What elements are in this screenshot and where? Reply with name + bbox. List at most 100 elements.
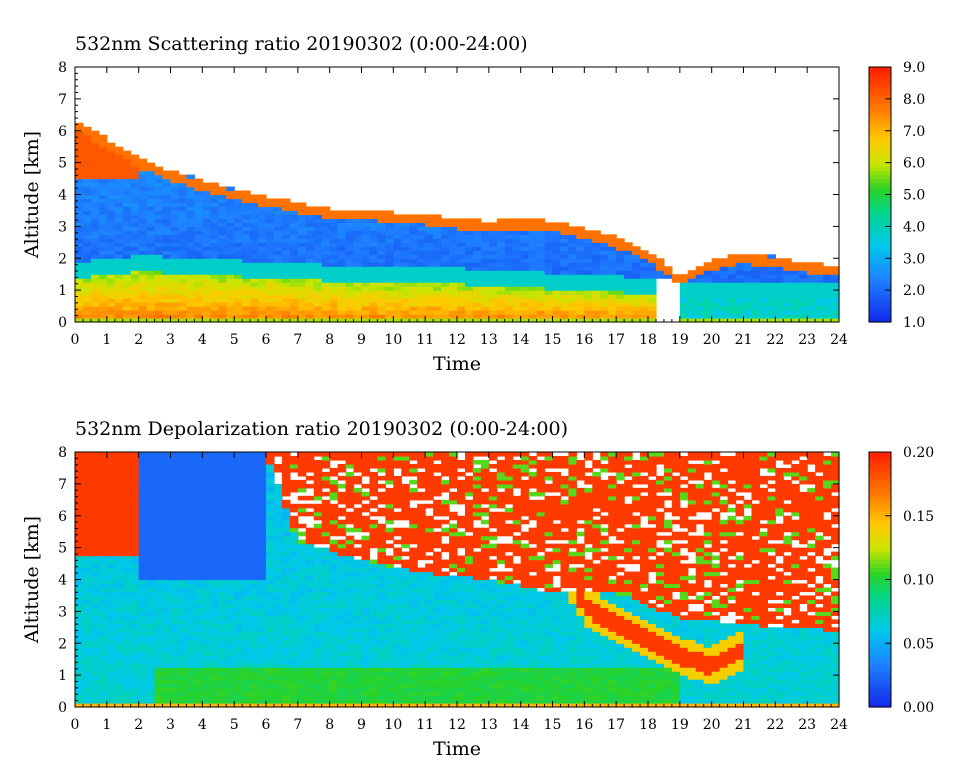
heatmap-cell — [250, 306, 259, 311]
heatmap-cell — [154, 194, 164, 200]
heatmap-cell — [512, 282, 522, 287]
heatmap-cell — [313, 511, 323, 517]
heatmap-cell — [624, 294, 633, 299]
heatmap-cell — [178, 234, 188, 239]
heatmap-cell — [82, 463, 92, 469]
heatmap-cell — [90, 298, 100, 303]
heatmap-cell — [504, 246, 514, 251]
heatmap-cell — [186, 483, 195, 489]
heatmap-cell — [703, 314, 713, 319]
heatmap-cell — [82, 314, 92, 319]
heatmap-cell — [321, 587, 331, 593]
heatmap-cell — [735, 298, 745, 303]
x-tick-label: 19 — [671, 332, 689, 348]
heatmap-cell — [202, 298, 211, 303]
heatmap-cell — [329, 643, 339, 648]
heatmap-cell — [122, 575, 132, 581]
heatmap-cell — [305, 563, 315, 569]
heatmap-cell — [234, 659, 243, 664]
heatmap-cell — [353, 210, 363, 216]
heatmap-cell — [281, 306, 291, 311]
heatmap-cell — [369, 306, 379, 311]
heatmap-cell — [329, 531, 339, 537]
heatmap-cell — [441, 294, 450, 299]
heatmap-cell — [250, 655, 259, 660]
heatmap-cell — [154, 274, 164, 279]
heatmap-cell — [75, 162, 84, 168]
heatmap-cell — [544, 238, 554, 243]
heatmap-cell — [130, 274, 140, 279]
heatmap-cell — [266, 651, 275, 656]
heatmap-cell — [98, 531, 108, 537]
heatmap-cell — [122, 539, 132, 545]
heatmap-cell — [401, 230, 410, 235]
heatmap-cell — [186, 479, 195, 485]
heatmap-cell — [170, 182, 180, 188]
heatmap-cell — [528, 286, 538, 291]
heatmap-cell — [560, 318, 570, 323]
colorbar-segment — [869, 314, 891, 319]
y-tick-label: 5 — [58, 156, 67, 172]
heatmap-cell — [305, 527, 315, 533]
heatmap-cell — [321, 452, 331, 457]
heatmap-cell — [393, 318, 402, 323]
heatmap-cell — [242, 274, 251, 279]
heatmap-cell — [138, 659, 148, 664]
heatmap-cell — [361, 250, 371, 255]
heatmap-cell — [186, 198, 195, 204]
heatmap-cell — [258, 459, 267, 465]
heatmap-cell — [122, 667, 132, 672]
heatmap-cell — [242, 627, 251, 632]
heatmap-cell — [568, 234, 577, 239]
heatmap-cell — [409, 278, 418, 283]
heatmap-cell — [703, 302, 713, 307]
heatmap-cell — [496, 274, 506, 279]
heatmap-cell — [313, 575, 323, 581]
heatmap-cell — [210, 579, 219, 585]
heatmap-cell — [258, 206, 267, 212]
heatmap-cell — [600, 310, 609, 315]
heatmap-cell — [242, 475, 251, 481]
heatmap-cell — [783, 310, 792, 315]
heatmap-cell — [210, 671, 219, 676]
heatmap-cell — [170, 575, 180, 581]
heatmap-cell — [258, 535, 267, 541]
heatmap-cell — [608, 246, 617, 251]
heatmap-cell — [616, 294, 625, 299]
heatmap-cell — [703, 270, 713, 275]
heatmap-cell — [162, 503, 172, 509]
heatmap-cell — [98, 503, 108, 509]
heatmap-cell — [600, 286, 609, 291]
heatmap-cell — [138, 491, 148, 497]
heatmap-cell — [98, 703, 108, 708]
heatmap-cell — [457, 306, 466, 311]
heatmap-cell — [226, 587, 235, 593]
heatmap-cell — [154, 699, 164, 704]
heatmap-cell — [98, 463, 108, 469]
heatmap-cell — [146, 507, 156, 513]
heatmap-cell — [242, 491, 251, 497]
heatmap-cell — [289, 531, 299, 537]
heatmap-cell — [234, 559, 243, 565]
heatmap-cell — [266, 258, 275, 263]
heatmap-cell — [616, 274, 625, 279]
heatmap-cell — [138, 523, 148, 529]
heatmap-cell — [226, 659, 235, 664]
heatmap-cell — [297, 503, 307, 509]
heatmap-cell — [218, 238, 227, 243]
heatmap-cell — [130, 583, 140, 589]
heatmap-cell — [687, 290, 697, 295]
heatmap-cell — [162, 595, 172, 601]
heatmap-cell — [305, 631, 315, 636]
heatmap-cell — [75, 679, 84, 684]
heatmap-cell — [250, 571, 259, 577]
heatmap-cell — [234, 663, 243, 668]
heatmap-cell — [401, 298, 410, 303]
heatmap-cell — [488, 282, 498, 287]
heatmap-cell — [616, 290, 625, 295]
colorbar-segment — [869, 170, 891, 176]
heatmap-cell — [616, 286, 625, 291]
heatmap-cell — [82, 623, 92, 628]
heatmap-cell — [329, 483, 339, 489]
heatmap-cell — [194, 298, 203, 303]
